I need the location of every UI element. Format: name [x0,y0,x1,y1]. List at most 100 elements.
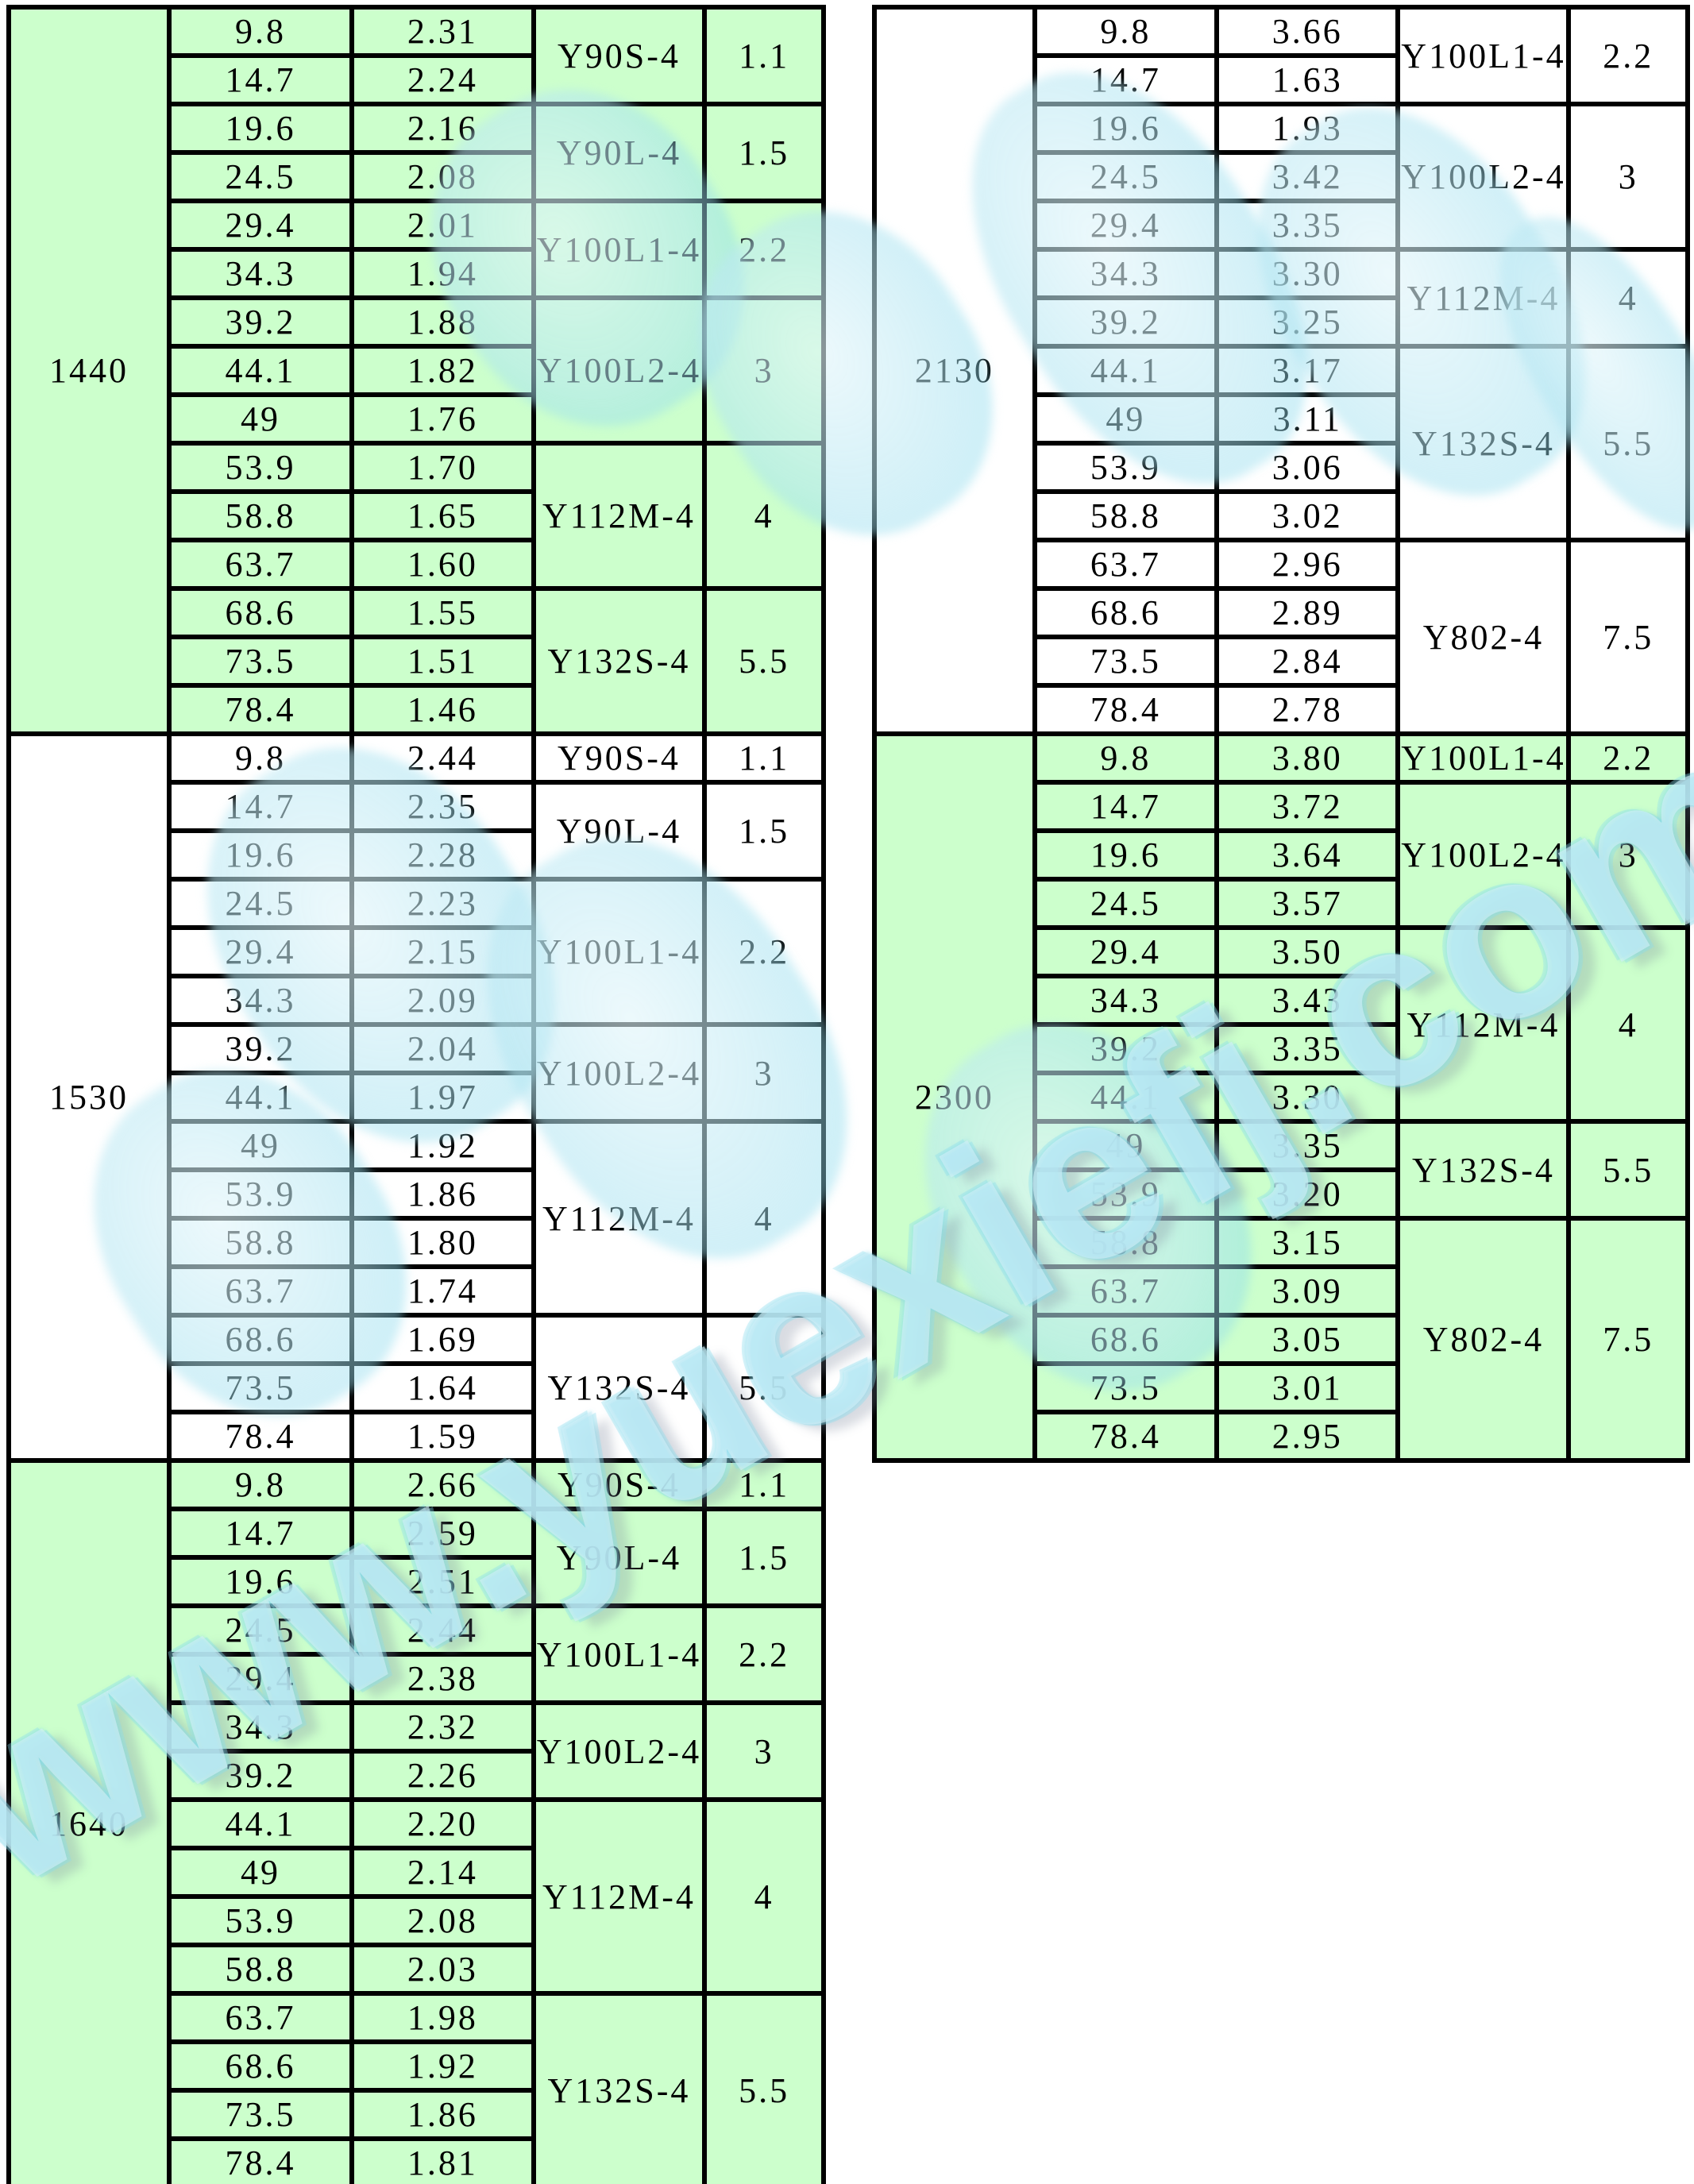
flow-value-cell: 49 [167,1846,354,1899]
table-row: 24.5 2.44 Y100L1-4 2.2 [9,1603,826,1705]
pressure-value-cell: 2.26 [349,1749,536,1802]
motor-model-cell: Y100L1-4 [531,1603,708,1705]
table-row: 78.4 1.81 [9,2136,824,2184]
table-row: 29.4 2.38 [9,1652,824,1705]
pressure-value-cell: 1.86 [349,2088,536,2141]
table-row: 39.2 2.26 [9,1749,824,1802]
pressure-value-cell: 3.50 [1214,925,1401,978]
flow-value-cell: 53.9 [167,1894,354,1947]
pressure-value-cell: 1.55 [349,586,536,639]
table-row: 34.3 2.32 Y100L2-4 3 [9,1700,826,1802]
table-row: 63.7 1.60 [9,538,824,591]
motor-model-cell: Y100L1-4 [1395,731,1572,785]
right-table-stack: 2130 9.8 3.66 Y100L1-4 2.2 14.7 1.63 19.6 1.93 Y1… [872,5,1690,1463]
motor-power-cell: 5.5 [1566,344,1690,542]
flow-value-cell: 29.4 [167,925,354,978]
pressure-value-cell: 2.15 [349,925,536,978]
pressure-value-cell: 2.96 [1214,538,1401,591]
flow-value-cell: 63.7 [167,1991,354,2044]
flow-value-cell: 14.7 [167,53,354,106]
table-row: 2130 9.8 3.66 Y100L1-4 2.2 [872,5,1690,736]
flow-value-cell: 24.5 [1032,877,1220,930]
flow-value-cell: 24.5 [167,1603,354,1657]
motor-power-cell: 4 [1566,247,1690,349]
flow-value-cell: 34.3 [167,247,354,300]
motor-power-cell: 2.2 [702,199,826,300]
pressure-value-cell: 1.86 [349,1167,536,1221]
table-row: 49 2.14 [9,1846,824,1899]
pressure-value-cell: 1.65 [349,489,536,542]
pressure-value-cell: 3.20 [1214,1167,1401,1221]
motor-power-cell: 2.2 [1566,5,1690,106]
motor-model-cell: Y802-4 [1395,538,1572,736]
motor-model-cell: Y132S-4 [531,1313,708,1463]
flow-value-cell: 39.2 [167,1022,354,1075]
motor-power-cell: 1.5 [702,1507,826,1608]
pressure-value-cell: 1.81 [349,2136,536,2184]
table-row: 1440 9.8 2.31 Y90S-4 1.1 [6,5,826,736]
motor-model-cell: Y802-4 [1395,1216,1572,1463]
flow-value-cell: 9.8 [167,5,354,58]
speed-group-cell: 1640 [6,1458,172,2184]
table-row: 63.7 1.98 Y132S-4 5.5 [9,1991,826,2184]
flow-value-cell: 44.1 [1032,344,1220,397]
pressure-value-cell: 2.44 [349,731,536,785]
capacity-table-2130: 2130 9.8 3.66 Y100L1-4 2.2 14.7 1.63 19.6 1.93 Y1… [872,5,1690,736]
table-row: 68.6 1.55 Y132S-4 5.5 [9,586,826,736]
speed-group-cell: 1530 [6,731,172,1463]
motor-power-cell: 3 [1566,780,1690,930]
flow-value-cell: 58.8 [167,489,354,542]
capacity-table-2300: 2300 9.8 3.80 Y100L1-4 2.2 14.7 3.72 Y100L2-4 3 1… [872,731,1690,1463]
pressure-value-cell: 2.09 [349,974,536,1027]
pressure-value-cell: 2.32 [349,1700,536,1754]
flow-value-cell: 53.9 [167,441,354,494]
flow-value-cell: 78.4 [167,683,354,736]
motor-model-cell: Y90S-4 [531,1458,708,1511]
flow-value-cell: 19.6 [1032,828,1220,882]
flow-value-cell: 29.4 [1032,925,1220,978]
motor-model-cell: Y132S-4 [1395,344,1572,542]
pressure-value-cell: 1.97 [349,1071,536,1124]
pressure-value-cell: 2.89 [1214,586,1401,639]
table-row: 78.4 2.78 [874,683,1688,736]
flow-value-cell: 14.7 [1032,780,1220,833]
motor-power-cell: 2.2 [702,877,826,1027]
flow-value-cell: 24.5 [1032,150,1220,203]
pressure-value-cell: 3.15 [1214,1216,1401,1269]
flow-value-cell: 44.1 [167,344,354,397]
motor-power-cell: 4 [1566,925,1690,1124]
flow-value-cell: 58.8 [167,1943,354,1996]
pressure-value-cell: 2.24 [349,53,536,106]
pressure-value-cell: 3.80 [1214,731,1401,785]
motor-power-cell: 3 [702,1700,826,1802]
motor-power-cell: 5.5 [702,586,826,736]
motor-power-cell: 2.2 [702,1603,826,1705]
flow-value-cell: 29.4 [1032,199,1220,252]
pressure-value-cell: 2.23 [349,877,536,930]
table-row: 73.5 2.84 [874,635,1688,688]
table-row: 58.8 2.03 [9,1943,824,1996]
pressure-value-cell: 1.60 [349,538,536,591]
pressure-value-cell: 3.02 [1214,489,1401,542]
flow-value-cell: 39.2 [1032,295,1220,349]
pressure-value-cell: 2.20 [349,1797,536,1850]
flow-value-cell: 9.8 [167,731,354,785]
motor-power-cell: 1.1 [702,1458,826,1511]
motor-power-cell: 4 [702,441,826,591]
motor-model-cell: Y100L1-4 [531,199,708,300]
flow-value-cell: 73.5 [1032,635,1220,688]
motor-power-cell: 1.1 [702,731,826,785]
pressure-value-cell: 1.76 [349,392,536,446]
table-row: 53.9 2.08 [9,1894,824,1947]
motor-power-cell: 3 [702,1022,826,1124]
pressure-value-cell: 2.03 [349,1943,536,1996]
pressure-value-cell: 2.08 [349,150,536,203]
pressure-value-cell: 1.63 [1214,53,1401,106]
pressure-value-cell: 3.57 [1214,877,1401,930]
flow-value-cell: 78.4 [167,1410,354,1463]
pressure-value-cell: 1.98 [349,1991,536,2044]
pressure-value-cell: 2.44 [349,1603,536,1657]
flow-value-cell: 29.4 [167,199,354,252]
pressure-value-cell: 1.69 [349,1313,536,1366]
